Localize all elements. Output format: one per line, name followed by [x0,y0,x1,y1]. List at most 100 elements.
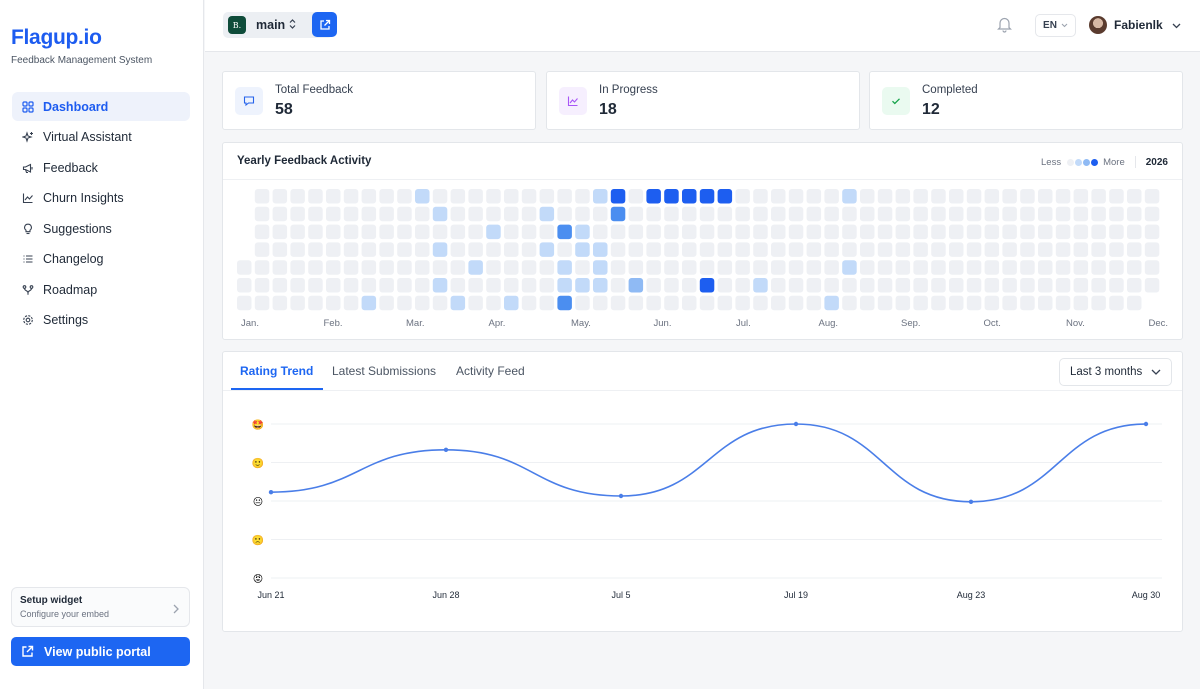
heatmap-cell[interactable] [753,260,768,275]
heatmap-cell[interactable] [397,295,412,311]
heatmap-cell[interactable] [1091,224,1106,240]
heatmap-cell[interactable] [699,242,715,257]
heatmap-cell[interactable] [521,189,537,204]
heatmap-cell[interactable] [397,242,412,257]
tab-latest-submissions[interactable]: Latest Submissions [332,364,437,378]
heatmap-cell[interactable] [682,295,697,311]
heatmap-cell[interactable] [539,295,555,311]
heatmap-cell[interactable] [326,260,341,275]
heatmap-cell[interactable] [699,189,715,204]
heatmap-cell[interactable] [628,278,644,293]
heatmap-cell[interactable] [290,295,305,311]
heatmap-cell[interactable] [735,242,750,257]
heatmap-cell[interactable] [361,295,377,311]
heatmap-cell[interactable] [966,206,982,222]
heatmap-cell[interactable] [1127,260,1142,275]
heatmap-cell[interactable] [949,278,964,293]
heatmap-cell[interactable] [1109,242,1124,257]
heatmap-cell[interactable] [415,224,430,240]
heatmap-cell[interactable] [486,295,501,311]
heatmap-cell[interactable] [806,189,822,204]
heatmap-cell[interactable] [1109,295,1124,311]
heatmap-cell[interactable] [1144,260,1160,275]
heatmap-cell[interactable] [735,295,750,311]
heatmap-cell[interactable] [913,189,928,204]
heatmap-cell[interactable] [379,295,394,311]
heatmap-cell[interactable] [717,242,733,257]
heatmap-cell[interactable] [913,295,928,311]
heatmap-cell[interactable] [966,242,982,257]
sidebar-item-feedback[interactable]: Feedback [12,153,190,182]
heatmap-cell[interactable] [1038,295,1053,311]
heatmap-cell[interactable] [593,260,608,275]
heatmap-cell[interactable] [326,206,341,222]
heatmap-cell[interactable] [1073,278,1089,293]
heatmap-cell[interactable] [1073,242,1089,257]
heatmap-cell[interactable] [682,206,697,222]
heatmap-cell[interactable] [895,260,911,275]
heatmap-cell[interactable] [949,260,964,275]
heatmap-cell[interactable] [913,206,928,222]
heatmap-cell[interactable] [913,278,928,293]
heatmap-cell[interactable] [557,242,572,257]
heatmap-cell[interactable] [735,189,750,204]
heatmap-cell[interactable] [379,189,394,204]
heatmap-cell[interactable] [1002,206,1017,222]
heatmap-cell[interactable] [361,278,377,293]
heatmap-cell[interactable] [432,295,448,311]
heatmap-cell[interactable] [521,206,537,222]
heatmap-cell[interactable] [397,224,412,240]
tab-rating-trend[interactable]: Rating Trend [240,364,314,378]
heatmap-cell[interactable] [753,242,768,257]
heatmap-cell[interactable] [628,206,644,222]
heatmap-cell[interactable] [788,206,804,222]
heatmap-cell[interactable] [806,278,822,293]
heatmap-cell[interactable] [824,206,839,222]
heatmap-cell[interactable] [1144,206,1160,222]
heatmap-cell[interactable] [949,295,964,311]
heatmap-cell[interactable] [343,224,359,240]
heatmap-cell[interactable] [1091,278,1106,293]
heatmap-cell[interactable] [326,278,341,293]
heatmap-cell[interactable] [1055,260,1071,275]
heatmap-cell[interactable] [913,260,928,275]
heatmap-cell[interactable] [966,278,982,293]
heatmap-cell[interactable] [326,242,341,257]
heatmap-cell[interactable] [1127,295,1142,311]
heatmap-cell[interactable] [593,224,608,240]
heatmap-cell[interactable] [415,295,430,311]
heatmap-cell[interactable] [308,206,323,222]
heatmap-cell[interactable] [806,242,822,257]
heatmap-cell[interactable] [254,206,270,222]
heatmap-cell[interactable] [1038,278,1053,293]
heatmap-cell[interactable] [966,260,982,275]
heatmap-cell[interactable] [699,260,715,275]
heatmap-cell[interactable] [557,206,572,222]
heatmap-cell[interactable] [610,278,626,293]
heatmap-cell[interactable] [877,224,893,240]
heatmap-cell[interactable] [1020,242,1035,257]
heatmap-cell[interactable] [949,224,964,240]
sidebar-item-churn-insights[interactable]: Churn Insights [12,184,190,213]
heatmap-cell[interactable] [664,295,679,311]
heatmap-cell[interactable] [1038,189,1053,204]
heatmap-cell[interactable] [646,189,661,204]
heatmap-cell[interactable] [237,295,252,311]
heatmap-cell[interactable] [1002,295,1017,311]
heatmap-cell[interactable] [450,189,466,204]
heatmap-cell[interactable] [468,278,483,293]
heatmap-cell[interactable] [326,189,341,204]
heatmap-cell[interactable] [361,260,377,275]
heatmap-cell[interactable] [664,278,679,293]
heatmap-cell[interactable] [557,189,572,204]
heatmap-cell[interactable] [521,278,537,293]
heatmap-cell[interactable] [753,278,768,293]
heatmap-cell[interactable] [771,242,786,257]
heatmap-cell[interactable] [504,224,519,240]
data-point[interactable] [443,447,449,452]
heatmap-cell[interactable] [1127,224,1142,240]
heatmap-cell[interactable] [931,295,946,311]
heatmap-cell[interactable] [664,224,679,240]
heatmap-cell[interactable] [539,260,555,275]
heatmap-cell[interactable] [860,295,875,311]
